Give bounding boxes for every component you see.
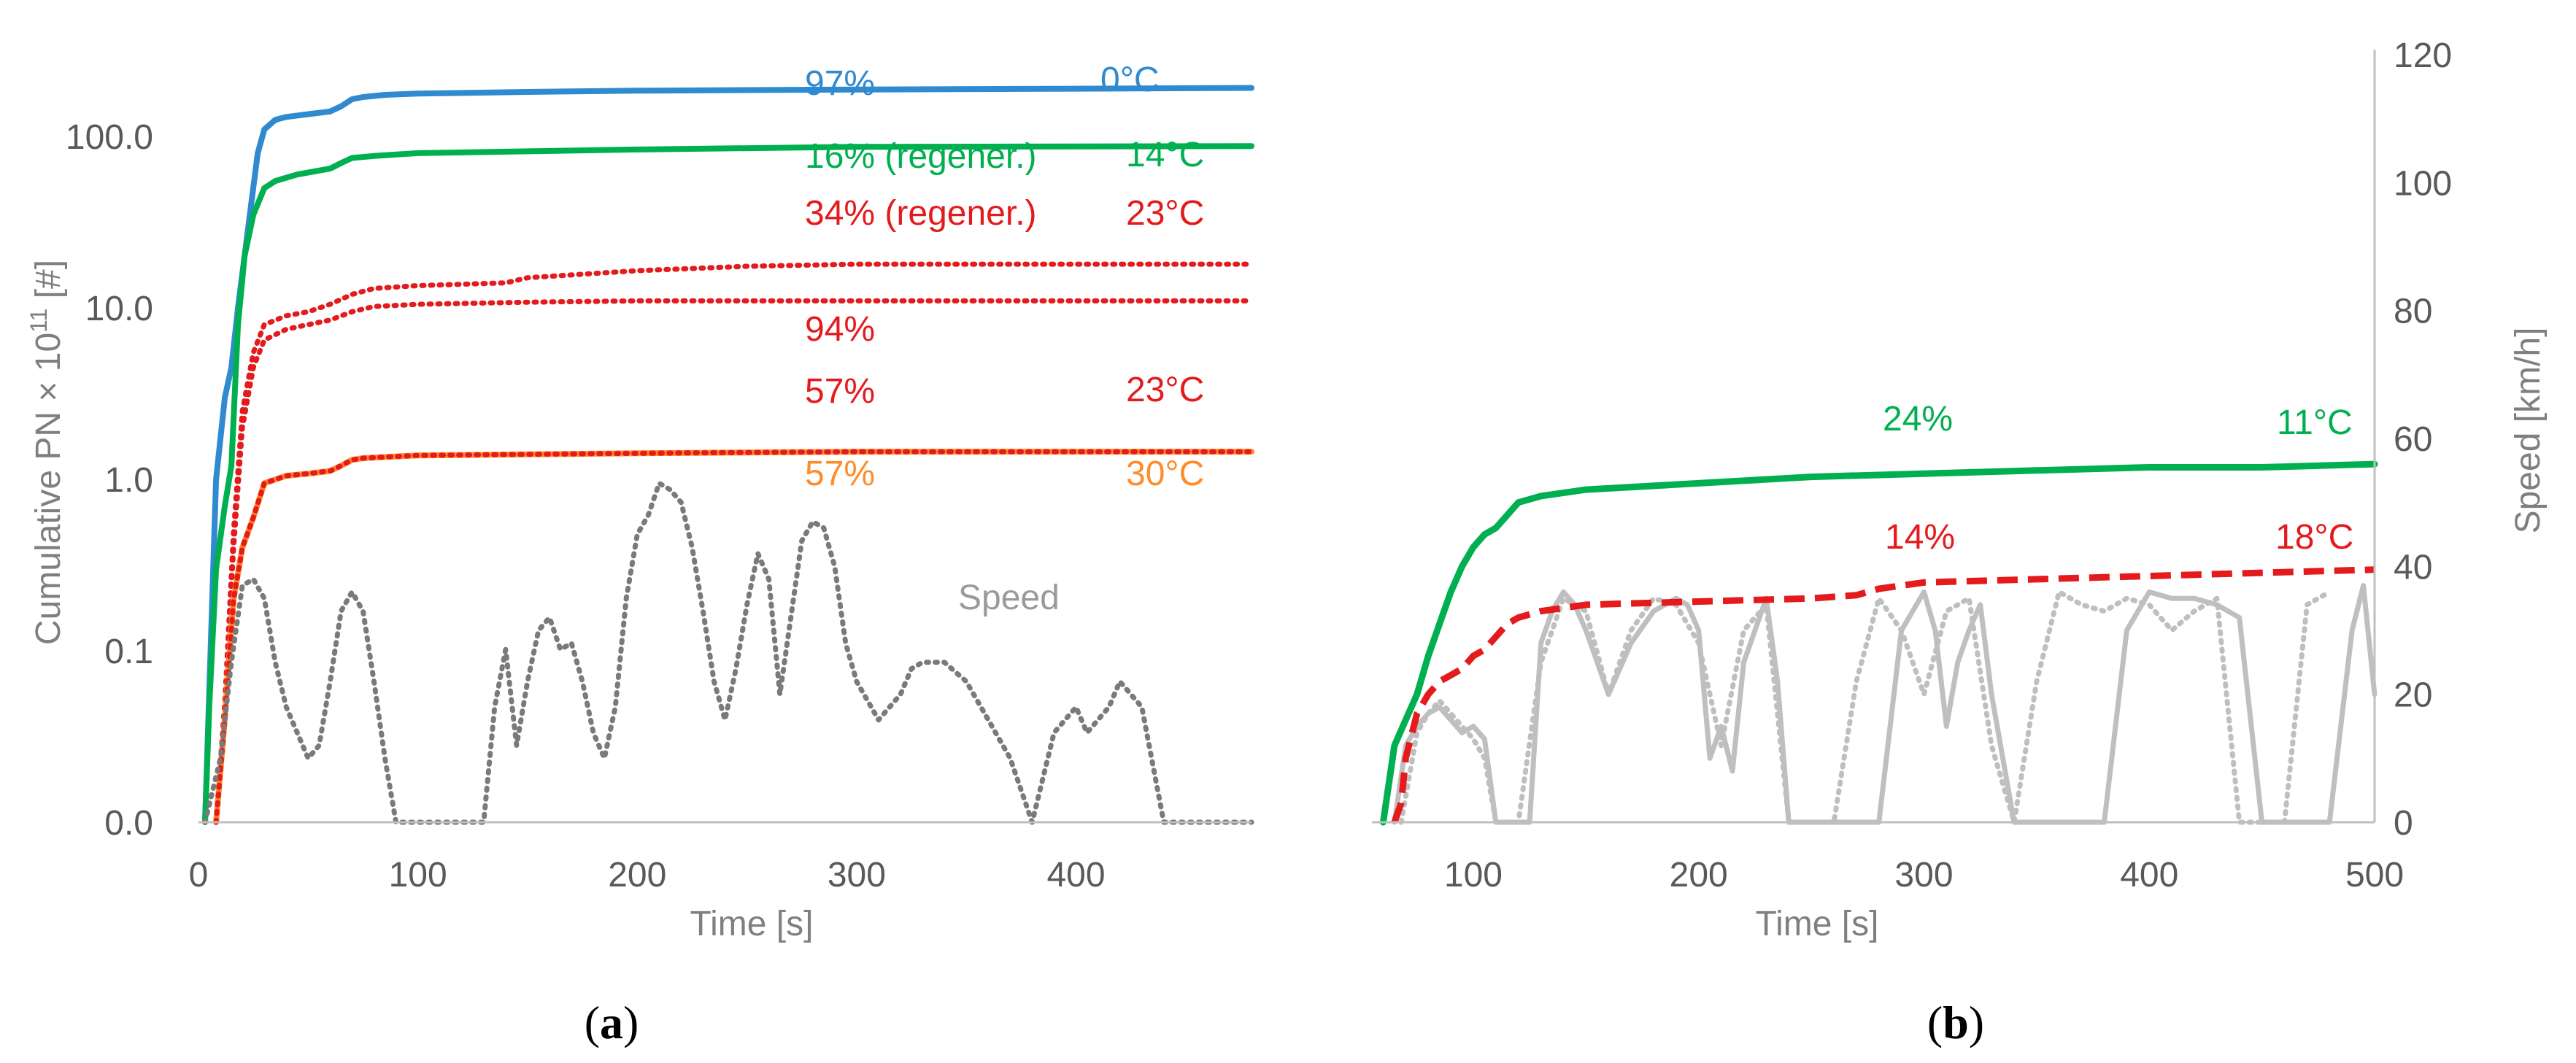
series-a-2 [213, 261, 1254, 825]
y-tick-label-a: 0.0 [104, 804, 153, 843]
panel-a-y-axis-title-exponent: 11 [26, 309, 52, 333]
annotation-a-speed: Speed [958, 579, 1060, 617]
annotation-a-16pct-regener: 16% (regener.) [805, 137, 1037, 176]
annotation-a-34pct-regener: 34% (regener.) [805, 194, 1037, 233]
series-a-4 [213, 449, 1254, 825]
x-tick-label-a: 100 [389, 856, 447, 894]
y-tick-label-b: 0 [2394, 804, 2413, 843]
annotation-a-30c: 30°C [1126, 455, 1204, 493]
panel-a-label-letter: a [600, 997, 623, 1048]
annotation-a-57pct-orange: 57% [805, 455, 875, 493]
y-tick-label-b: 60 [2394, 420, 2432, 459]
x-tick-label-b: 200 [1670, 856, 1728, 894]
panel-b-label: (b) [1927, 997, 1984, 1048]
series-b-1 [1391, 566, 2375, 824]
annotation-a-97pct: 97% [805, 64, 875, 103]
annotation-a-94pct: 94% [805, 310, 875, 349]
x-tick-label-b: 500 [2345, 856, 2404, 894]
x-tick-label-b: 100 [1444, 856, 1503, 894]
series-b-0 [1379, 460, 2378, 826]
x-tick-label-a: 400 [1046, 856, 1105, 894]
annotation-b-24pct: 24% [1883, 400, 1953, 438]
annotation-a-0c: 0°C [1100, 61, 1160, 99]
panel-b-label-letter: b [1943, 997, 1969, 1048]
panel-a-x-axis-title: Time [s] [690, 905, 814, 943]
y-tick-label-a: 100.0 [66, 118, 153, 157]
annotation-a-57pct-red: 57% [805, 372, 875, 411]
y-tick-label-b: 100 [2394, 164, 2452, 203]
annotation-b-11c: 11°C [2277, 403, 2353, 442]
y-tick-label-a: 0.1 [104, 633, 153, 671]
panel-b-plot-area [1379, 460, 2378, 826]
y-tick-label-a: 10.0 [85, 290, 153, 328]
annotation-a-14c: 14°C [1126, 136, 1204, 174]
panel-a-y-axis-title: Cumulative PN × 1011 [#] [26, 260, 68, 645]
x-tick-label-b: 300 [1894, 856, 1953, 894]
panel-a-y-axis-title-suffix: [#] [29, 260, 68, 309]
series-a-3 [213, 298, 1254, 825]
panel-b-x-axis-title: Time [s] [1756, 905, 1879, 943]
series-a-1 [202, 143, 1254, 825]
annotation-a-23c-bottom: 23°C [1126, 371, 1204, 409]
panel-b-y-axis-title: Speed [km/h] [2509, 328, 2548, 534]
panel-a-ticks: 0 100 200 300 400 0.0 0.1 1.0 10.0 100.0 [66, 118, 1106, 894]
y-tick-label-b: 80 [2394, 293, 2432, 331]
panel-b-ticks: 100 200 300 400 500 0 20 40 60 80 100 120 [1444, 36, 2452, 894]
x-tick-label-a: 300 [828, 856, 886, 894]
y-tick-label-b: 40 [2394, 548, 2432, 587]
y-tick-label-b: 20 [2394, 676, 2432, 715]
series-b-3 [1398, 589, 2332, 825]
y-tick-label-b: 120 [2394, 36, 2452, 75]
annotation-b-14pct: 14% [1885, 518, 1955, 557]
panel-a-chart: 0 100 200 300 400 0.0 0.1 1.0 10.0 100.0 Time [s]… [26, 61, 1254, 1048]
panel-a-plot-area [202, 85, 1254, 825]
panel-a-label: (a) [585, 997, 639, 1048]
y-tick-label-a: 1.0 [104, 461, 153, 500]
x-tick-label-a: 200 [608, 856, 666, 894]
x-tick-label-b: 400 [2120, 856, 2178, 894]
x-tick-label-a: 0 [189, 856, 209, 894]
series-a-5 [213, 449, 1254, 825]
series-a-6 [202, 480, 1254, 825]
panel-a-y-axis-title-prefix: Cumulative PN × 10 [29, 333, 68, 645]
annotation-b-18c: 18°C [2275, 518, 2353, 557]
annotation-a-23c-top: 23°C [1126, 194, 1204, 233]
